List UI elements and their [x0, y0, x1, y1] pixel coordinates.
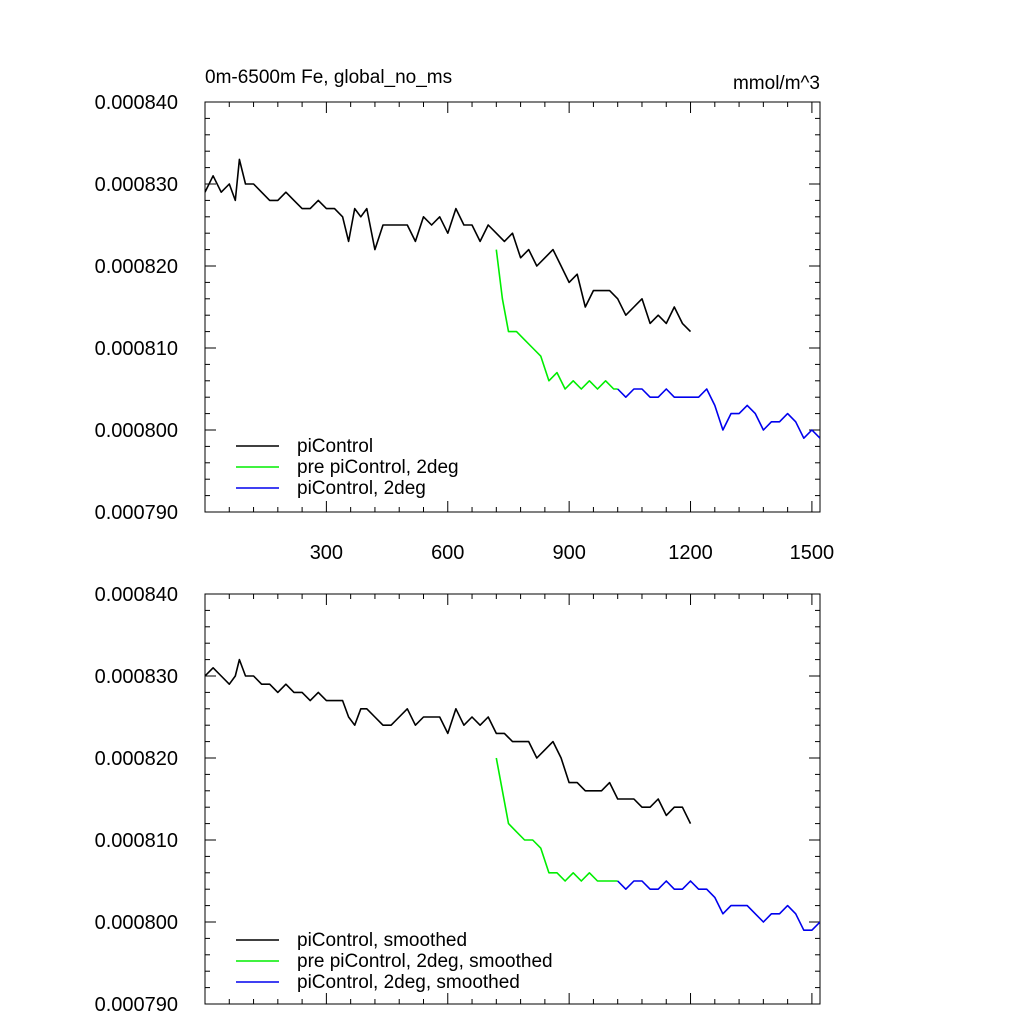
y-tick-label: 0.000790 [95, 502, 178, 524]
y-tick-label: 0.000810 [95, 338, 178, 360]
chart-title: 0m-6500m Fe, global_no_ms [205, 67, 452, 88]
y-tick-label: 0.000800 [95, 420, 178, 442]
series-line-2 [617, 880, 820, 932]
legend-label: piControl, smoothed [297, 930, 467, 951]
y-tick-label: 0.000830 [95, 174, 178, 196]
legend-label: piControl [297, 436, 373, 457]
y-tick-label: 0.000810 [95, 830, 178, 852]
series-line-1 [495, 249, 618, 390]
legend-label: piControl, 2deg [297, 478, 426, 499]
legend-label: pre piControl, 2deg [297, 457, 459, 478]
y-tick-label: 0.000820 [95, 748, 178, 770]
series-line-2 [617, 388, 820, 440]
plot-frame [204, 101, 821, 513]
units-label: mmol/m^3 [733, 73, 820, 94]
bottom-panel: 0.000790 0.000800 0.000810 0.000820 0.000830… [95, 584, 821, 1016]
y-tick-label: 0.000840 [95, 92, 178, 114]
x-tick-label: 1500 [790, 542, 835, 564]
legend-label: pre piControl, 2deg, smoothed [297, 951, 553, 972]
series-group [205, 658, 820, 932]
series-line-1 [495, 757, 618, 882]
series-line-0 [205, 658, 692, 824]
y-tick-label: 0.000840 [95, 584, 178, 606]
y-tick-label: 0.000830 [95, 666, 178, 688]
legend-label: piControl, 2deg, smoothed [297, 972, 520, 993]
y-tick-label: 0.000790 [95, 994, 178, 1016]
x-tick-label: 600 [431, 542, 464, 564]
x-tick-label: 1200 [668, 542, 713, 564]
x-tick-label: 900 [552, 542, 585, 564]
plot-frame [204, 593, 821, 1005]
series-line-0 [205, 158, 692, 333]
y-tick-label: 0.000800 [95, 912, 178, 934]
top-panel: 300 600 900 1200 1500 0.000790 0.000800 0.00081… [95, 67, 835, 564]
x-tick-label: 300 [310, 542, 343, 564]
series-group [205, 158, 820, 440]
y-tick-label: 0.000820 [95, 256, 178, 278]
